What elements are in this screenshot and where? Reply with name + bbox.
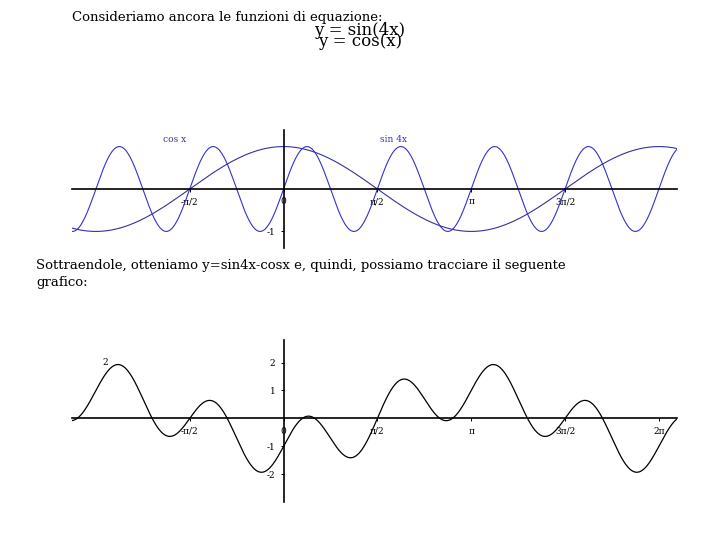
Text: sin 4x: sin 4x <box>380 136 408 144</box>
Text: y = cos(x): y = cos(x) <box>318 33 402 50</box>
Text: Consideriamo ancora le funzioni di equazione:: Consideriamo ancora le funzioni di equaz… <box>72 11 382 24</box>
Text: cos x: cos x <box>163 136 186 144</box>
Text: y = sin(4x): y = sin(4x) <box>315 22 405 38</box>
Text: 2: 2 <box>102 358 108 367</box>
Text: Sottraendole, otteniamo y=sin4x-cosx e, quindi, possiamo tracciare il seguente
g: Sottraendole, otteniamo y=sin4x-cosx e, … <box>36 259 566 289</box>
